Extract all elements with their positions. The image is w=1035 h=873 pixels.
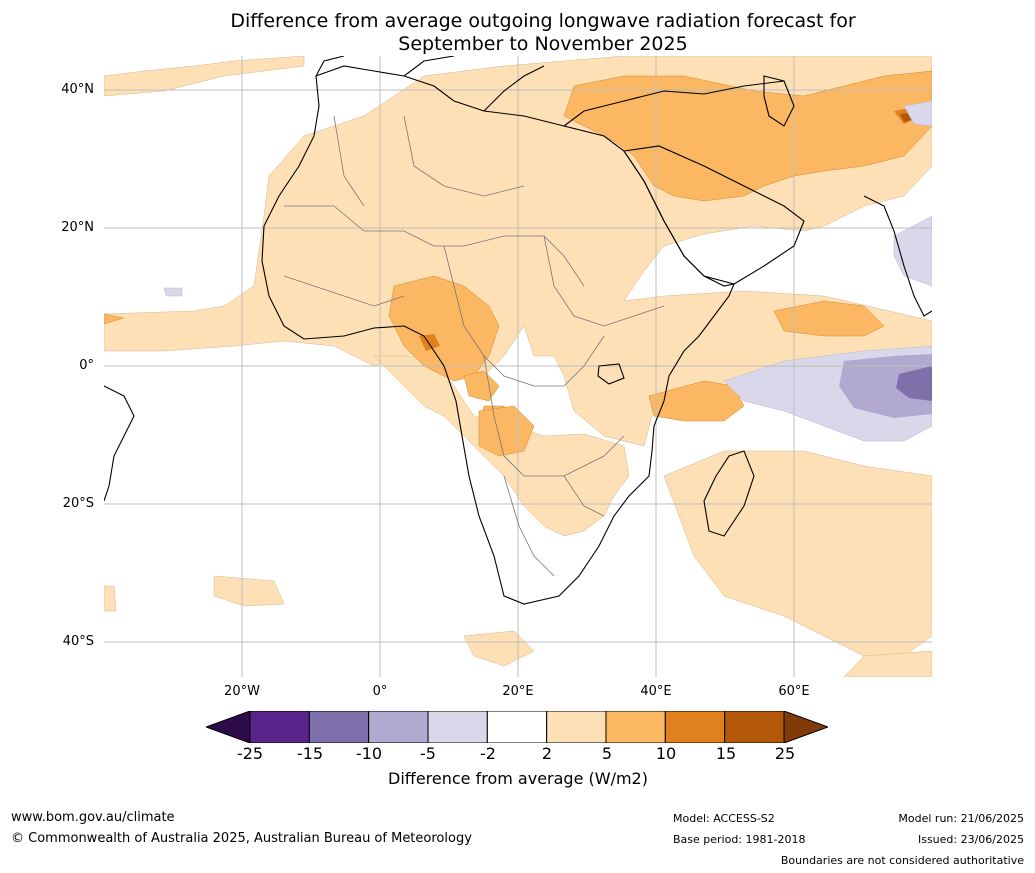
colorbar-segment — [249, 711, 310, 743]
colorbar-tick-m15: -15 — [296, 744, 324, 763]
footer-model: Model: ACCESS-S2 — [673, 812, 775, 825]
colorbar-tick-5: 5 — [601, 744, 613, 763]
anomaly-shading-purple — [839, 354, 932, 418]
lon-label-40e: 40°E — [640, 684, 672, 699]
colorbar-segment — [724, 711, 785, 743]
footer-issued: Issued: 23/06/2025 — [917, 833, 1024, 846]
title-line-1: Difference from average outgoing longwav… — [230, 10, 856, 32]
anomaly-shading-dark-purple — [896, 366, 932, 401]
lat-label-40s: 40°S — [62, 634, 94, 649]
colorbar-tick-2: 2 — [541, 744, 553, 763]
colorbar-title: Difference from average (W/m2) — [388, 769, 648, 788]
lon-label-20e: 20°E — [502, 684, 534, 699]
colorbar-extend-low — [206, 711, 251, 743]
colorbar-segment — [486, 711, 548, 743]
country-borders — [283, 115, 665, 577]
colorbar-segment — [546, 711, 607, 743]
lat-label-0: 0° — [79, 358, 94, 373]
colorbar-segment — [427, 711, 488, 743]
colorbar-segment — [664, 711, 726, 743]
map-panel — [104, 56, 932, 677]
colorbar-tick-m2: -2 — [480, 744, 496, 763]
footer-disclaimer: Boundaries are not considered authoritat… — [780, 854, 1024, 867]
anomaly-map — [104, 56, 932, 677]
lon-label-0: 0° — [372, 684, 388, 699]
map-title: Difference from average outgoing longwav… — [0, 10, 1035, 56]
grid-lines — [104, 56, 932, 677]
footer-base-period: Base period: 1981-2018 — [673, 833, 806, 846]
colorbar — [206, 711, 828, 743]
colorbar-tick-10: 10 — [655, 744, 677, 763]
colorbar-segment — [368, 711, 429, 743]
lat-label-20n: 20°N — [61, 220, 94, 235]
colorbar-tick-m25: -25 — [236, 744, 264, 763]
coastlines — [104, 56, 932, 605]
colorbar-tick-25: 25 — [774, 744, 796, 763]
footer-copyright: © Commonwealth of Australia 2025, Austra… — [11, 831, 472, 846]
colorbar-segment — [308, 711, 370, 743]
lon-label-60e: 60°E — [778, 684, 810, 699]
lat-label-40n: 40°N — [61, 82, 94, 97]
colorbar-extend-high — [783, 711, 828, 743]
footer-website: www.bom.gov.au/climate — [11, 810, 175, 825]
colorbar-tick-m5: -5 — [420, 744, 436, 763]
colorbar-segment — [605, 711, 666, 743]
lon-label-20w: 20°W — [224, 684, 260, 699]
lat-label-20s: 20°S — [62, 496, 94, 511]
colorbar-tick-m10: -10 — [355, 744, 383, 763]
colorbar-tick-15: 15 — [715, 744, 737, 763]
footer-model-run: Model run: 21/06/2025 — [898, 812, 1024, 825]
title-line-2: September to November 2025 — [398, 33, 688, 55]
